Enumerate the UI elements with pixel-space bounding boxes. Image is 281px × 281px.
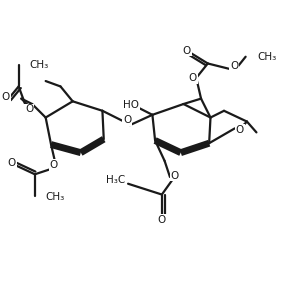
Text: O: O — [25, 105, 33, 114]
Text: H₃C: H₃C — [106, 176, 125, 185]
Text: O: O — [189, 73, 197, 83]
Text: O: O — [158, 215, 166, 225]
Text: CH₃: CH₃ — [45, 192, 64, 202]
Text: O: O — [8, 158, 16, 169]
Text: O: O — [230, 61, 238, 71]
Text: O: O — [171, 171, 179, 181]
Text: O: O — [50, 160, 58, 170]
Text: CH₃: CH₃ — [257, 52, 276, 62]
Text: O: O — [183, 46, 191, 56]
Text: CH₃: CH₃ — [29, 60, 48, 70]
Text: O: O — [235, 125, 244, 135]
Text: O: O — [2, 92, 10, 102]
Text: HO: HO — [123, 100, 139, 110]
Text: O: O — [123, 115, 132, 125]
